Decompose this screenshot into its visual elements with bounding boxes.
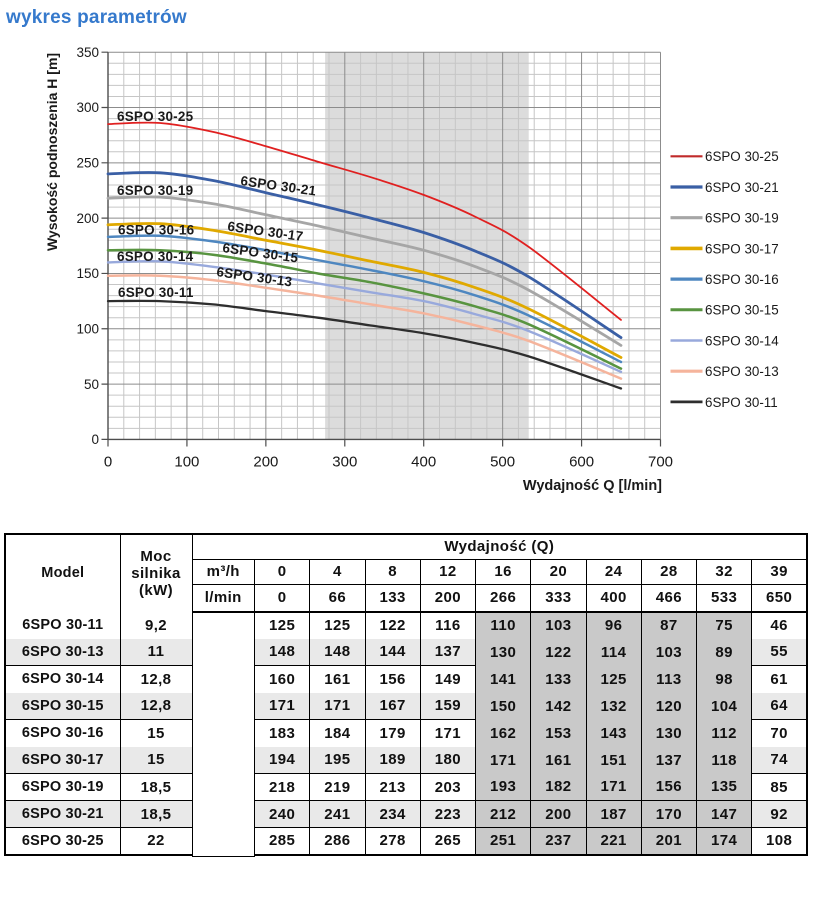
svg-text:6SPO 30-17: 6SPO 30-17 xyxy=(705,241,779,256)
svg-text:6SPO 30-15: 6SPO 30-15 xyxy=(705,303,779,318)
svg-text:Wydajność Q [l/min]: Wydajność Q [l/min] xyxy=(523,478,662,494)
svg-text:100: 100 xyxy=(76,322,99,337)
svg-text:700: 700 xyxy=(648,454,673,471)
svg-text:200: 200 xyxy=(253,454,278,471)
svg-text:6SPO 30-11: 6SPO 30-11 xyxy=(705,395,778,410)
svg-text:200: 200 xyxy=(76,211,99,226)
svg-text:6SPO 30-25: 6SPO 30-25 xyxy=(705,149,779,164)
svg-text:350: 350 xyxy=(76,45,99,60)
svg-text:250: 250 xyxy=(76,156,99,171)
svg-text:600: 600 xyxy=(569,454,594,471)
svg-text:6SPO 30-11: 6SPO 30-11 xyxy=(118,285,194,300)
svg-text:300: 300 xyxy=(332,454,357,471)
svg-text:6SPO 30-16: 6SPO 30-16 xyxy=(705,272,779,287)
svg-text:6SPO 30-19: 6SPO 30-19 xyxy=(705,211,779,226)
svg-text:6SPO 30-21: 6SPO 30-21 xyxy=(705,180,779,195)
svg-text:300: 300 xyxy=(76,100,99,115)
svg-text:6SPO 30-14: 6SPO 30-14 xyxy=(117,249,194,264)
svg-text:400: 400 xyxy=(411,454,436,471)
svg-text:6SPO 30-25: 6SPO 30-25 xyxy=(117,109,194,124)
svg-text:500: 500 xyxy=(490,454,515,471)
svg-text:6SPO 30-13: 6SPO 30-13 xyxy=(705,364,779,379)
svg-text:6SPO 30-14: 6SPO 30-14 xyxy=(705,333,779,348)
svg-text:0: 0 xyxy=(91,432,99,447)
svg-text:150: 150 xyxy=(76,266,99,281)
svg-text:6SPO 30-19: 6SPO 30-19 xyxy=(117,183,193,198)
svg-text:100: 100 xyxy=(174,454,199,471)
svg-text:6SPO 30-16: 6SPO 30-16 xyxy=(118,223,195,238)
svg-text:50: 50 xyxy=(84,377,99,392)
svg-text:0: 0 xyxy=(104,454,112,471)
svg-text:Wysokość podnoszenia H [m]: Wysokość podnoszenia H [m] xyxy=(44,53,60,251)
